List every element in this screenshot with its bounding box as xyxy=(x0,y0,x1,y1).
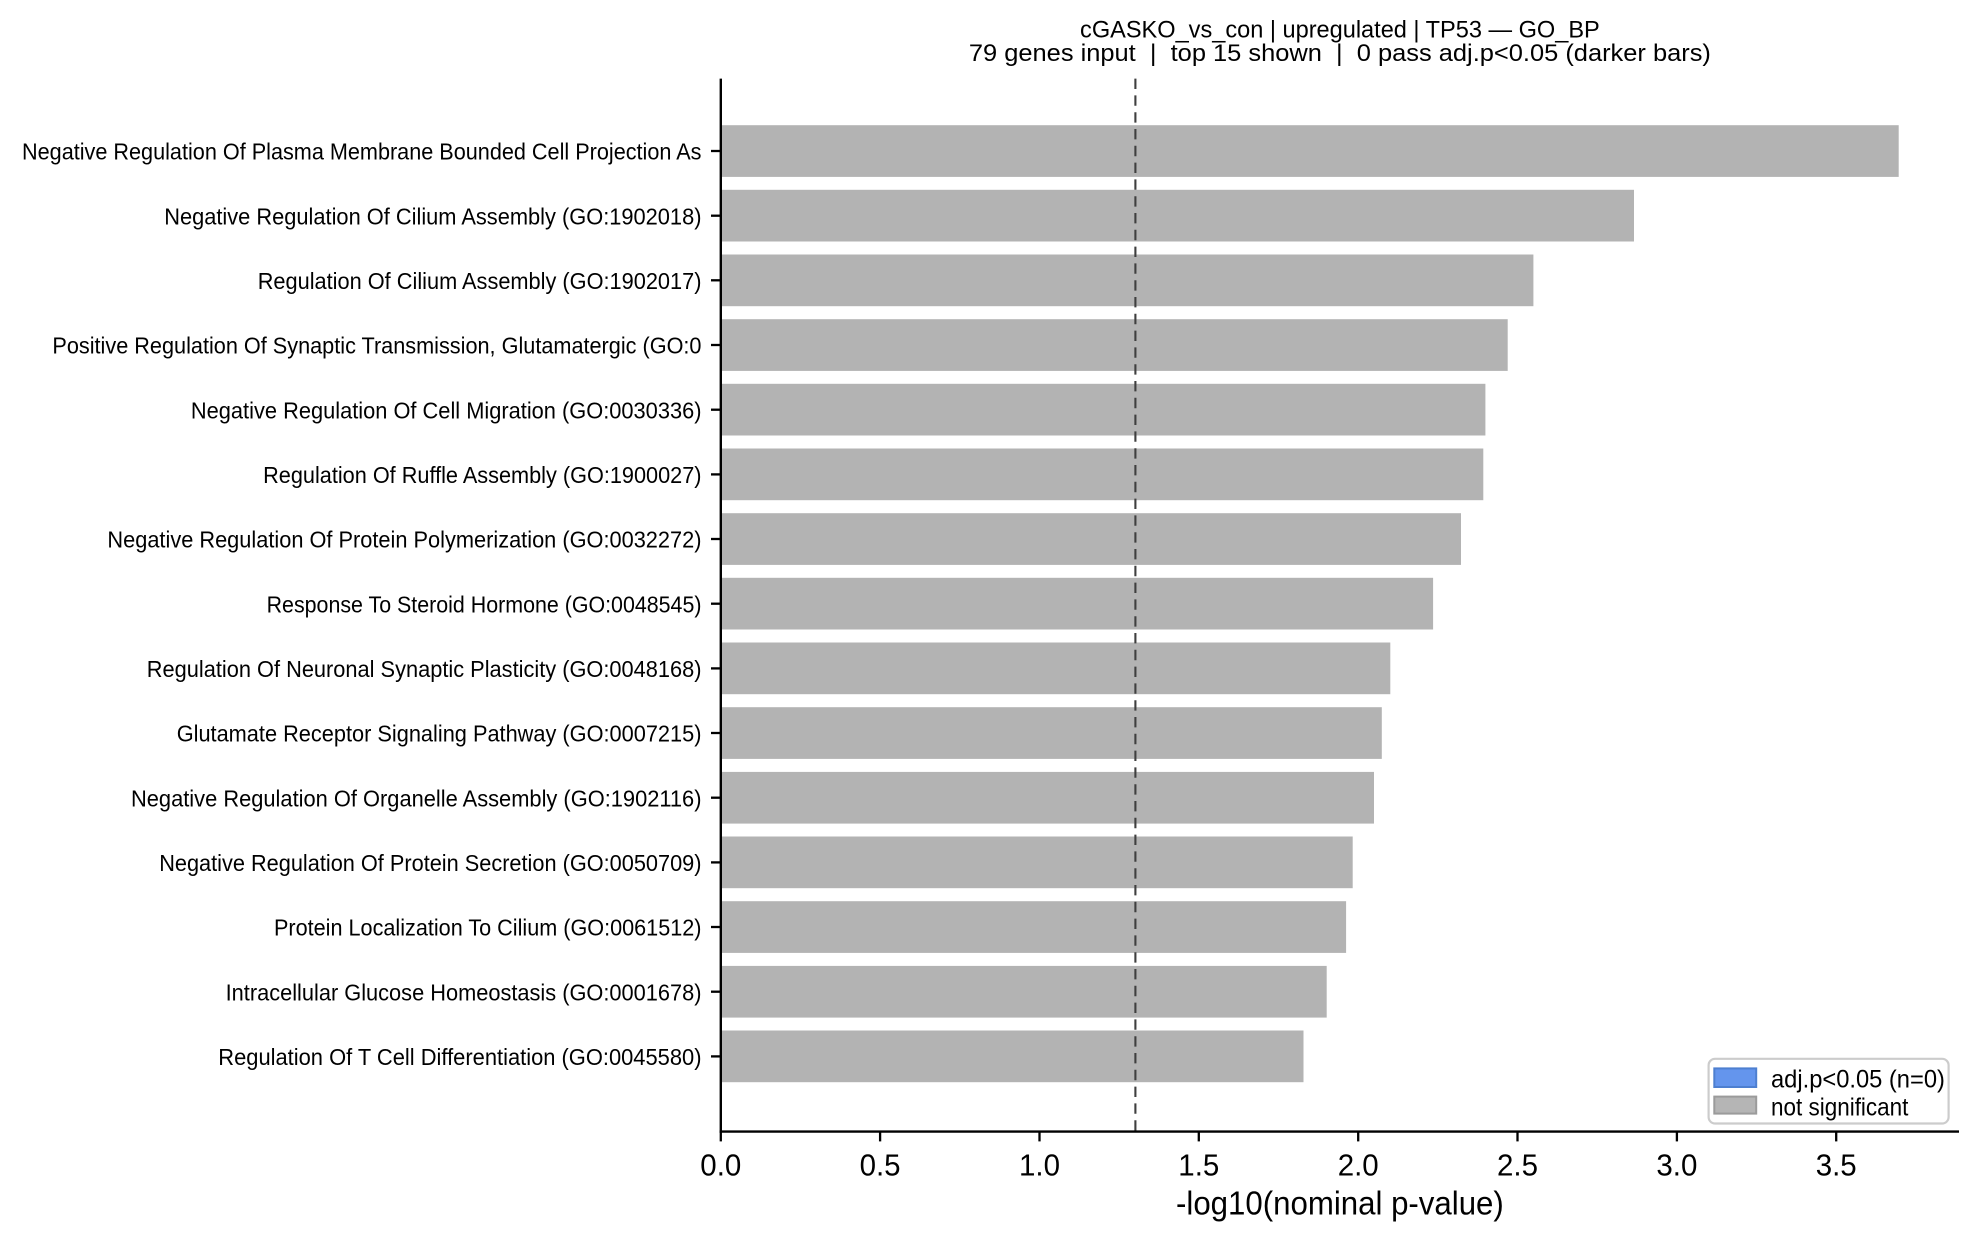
svg-text:not significant: not significant xyxy=(1771,1094,1908,1122)
svg-text:Negative Regulation Of Cell Mi: Negative Regulation Of Cell Migration (G… xyxy=(191,397,702,423)
svg-text:Negative Regulation Of Plasma: Negative Regulation Of Plasma Membrane B… xyxy=(22,139,702,165)
svg-text:-log10(nominal p-value): -log10(nominal p-value) xyxy=(1176,1185,1504,1222)
svg-text:Negative Regulation Of Protein: Negative Regulation Of Protein Secretion… xyxy=(159,850,701,876)
svg-text:Positive Regulation Of Synapti: Positive Regulation Of Synaptic Transmis… xyxy=(52,333,701,359)
svg-text:Negative Regulation Of Cilium: Negative Regulation Of Cilium Assembly (… xyxy=(164,203,701,229)
svg-text:1.5: 1.5 xyxy=(1178,1148,1219,1182)
svg-text:Protein Localization To Cilium: Protein Localization To Cilium (GO:00615… xyxy=(274,915,702,941)
svg-text:Regulation Of Ruffle Assembly: Regulation Of Ruffle Assembly (GO:190002… xyxy=(263,462,701,488)
svg-text:79 genes input | top 15 show: 79 genes input | top 15 shown | 0 pass a… xyxy=(969,40,1711,67)
svg-text:2.0: 2.0 xyxy=(1338,1148,1379,1182)
svg-text:Glutamate Receptor Signaling P: Glutamate Receptor Signaling Pathway (GO… xyxy=(177,721,702,747)
svg-text:3.5: 3.5 xyxy=(1816,1148,1857,1182)
svg-text:adj.p<0.05 (n=0): adj.p<0.05 (n=0) xyxy=(1771,1066,1945,1094)
svg-text:0.5: 0.5 xyxy=(860,1148,901,1182)
svg-text:0.0: 0.0 xyxy=(700,1148,741,1182)
svg-text:cGASKO_vs_con | upregulated |: cGASKO_vs_con | upregulated | TP53 — GO_… xyxy=(1080,16,1600,43)
svg-text:Response To Steroid Hormone (G: Response To Steroid Hormone (GO:0048545) xyxy=(267,591,702,617)
svg-text:Negative Regulation Of Protein: Negative Regulation Of Protein Polymeriz… xyxy=(107,527,701,553)
svg-text:Regulation Of T Cell Different: Regulation Of T Cell Differentiation (GO… xyxy=(218,1044,701,1070)
svg-text:Negative Regulation Of Organel: Negative Regulation Of Organelle Assembl… xyxy=(131,785,702,811)
svg-text:Intracellular Glucose Homeosta: Intracellular Glucose Homeostasis (GO:00… xyxy=(226,979,702,1005)
svg-text:1.0: 1.0 xyxy=(1019,1148,1060,1182)
svg-text:2.5: 2.5 xyxy=(1497,1148,1538,1182)
svg-text:Regulation Of Neuronal Synapti: Regulation Of Neuronal Synaptic Plastici… xyxy=(147,656,702,682)
svg-text:3.0: 3.0 xyxy=(1656,1148,1697,1182)
svg-text:Regulation Of Cilium Assembly: Regulation Of Cilium Assembly (GO:190201… xyxy=(258,268,702,294)
